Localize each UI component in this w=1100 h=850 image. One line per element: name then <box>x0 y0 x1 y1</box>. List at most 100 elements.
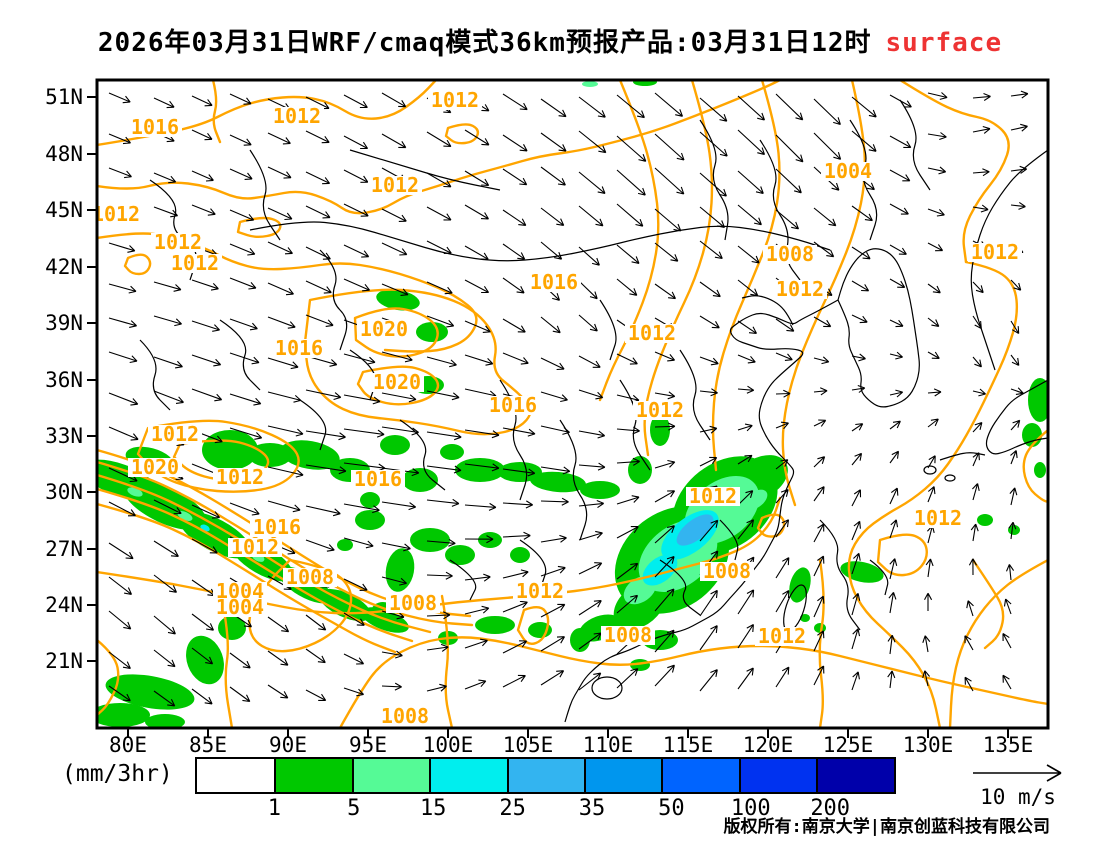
wind-arrow <box>578 462 606 471</box>
wind-arrow <box>305 280 332 294</box>
isobar-contour <box>818 558 825 728</box>
wind-arrow <box>191 354 222 367</box>
wind-arrow <box>654 391 676 400</box>
wind-arrow <box>108 392 139 406</box>
contour-label-bg <box>773 280 827 299</box>
wind-arrow <box>540 565 566 577</box>
contour-label-bg <box>378 707 432 726</box>
wind-arrow <box>889 319 904 328</box>
wind-arrow <box>813 665 825 686</box>
wind-arrow <box>889 558 898 580</box>
wind-arrow <box>502 500 533 509</box>
wind-arrow <box>153 690 176 707</box>
lat-tick-label: 24N <box>45 593 83 617</box>
lon-tick-label: 105E <box>503 733 554 755</box>
contour-label: 1016 <box>354 467 402 491</box>
contour-label: 1016 <box>489 393 537 417</box>
precip-patch <box>280 440 340 470</box>
wind-arrow <box>616 353 638 365</box>
wind-arrow <box>426 131 452 148</box>
wind-arrow <box>502 674 526 688</box>
contour-label-bg <box>755 627 809 646</box>
isobar-contour <box>440 594 454 728</box>
lon-tick-label: 115E <box>663 733 714 755</box>
wind-arrow <box>229 209 255 222</box>
wind-arrow <box>1005 564 1015 581</box>
page-title: 2026年03月31日WRF/cmaq模式36km预报产品:03月31日12时 s… <box>0 22 1100 59</box>
wind-arrow <box>108 351 138 364</box>
wind-arrow <box>578 389 604 400</box>
wind-arrow <box>970 523 979 542</box>
wind-arrow <box>191 279 219 291</box>
wind-arrow <box>229 393 262 406</box>
wind-arrow <box>616 135 647 162</box>
wind-arrow <box>191 170 214 182</box>
precip-patch <box>977 514 993 526</box>
wind-arrow <box>1002 674 1012 690</box>
isobar-contour <box>220 598 234 728</box>
precip-patch <box>475 616 515 634</box>
contour-label-bg <box>763 245 817 264</box>
isobar-contour <box>847 260 1019 728</box>
wind-arrow <box>108 542 134 560</box>
wind-arrow <box>502 468 536 477</box>
island-outline <box>944 474 956 482</box>
wind-arrow <box>502 352 529 365</box>
wind-arrow <box>699 456 718 467</box>
wind-arrow <box>191 388 223 402</box>
wind-arrow <box>699 425 718 434</box>
contour-label: 1012 <box>273 104 321 128</box>
wind-arrow <box>699 315 720 329</box>
wind-arrow <box>616 562 639 580</box>
lat-tick-label: 30N <box>45 480 83 504</box>
wind-arrow <box>153 499 182 515</box>
wind-arrow <box>191 504 221 519</box>
wind-arrow <box>305 205 331 219</box>
wind-arrow <box>191 647 214 665</box>
wind-arrow <box>699 519 719 542</box>
wind-arrow <box>426 643 449 652</box>
wind-arrow <box>927 455 936 469</box>
wind-arrow <box>578 314 598 332</box>
wind-arrow <box>502 318 526 333</box>
wind-arrow <box>737 454 753 465</box>
precip-patch <box>97 703 150 727</box>
wind-arrow <box>737 385 755 394</box>
precip-patch <box>800 614 810 622</box>
wind-arrow <box>851 280 870 292</box>
wind-arrow <box>616 203 644 227</box>
wind-arrow <box>540 425 570 435</box>
wind-arrow <box>737 423 753 432</box>
lon-tick-label: 125E <box>823 733 874 755</box>
wind-arrow <box>267 207 293 221</box>
coastline <box>837 248 920 408</box>
wind-arrow <box>616 594 639 614</box>
coastline <box>219 319 261 391</box>
wind-arrow <box>889 135 912 149</box>
map-interior: 1016 101210121012101210121012101610081004… <box>97 80 1048 728</box>
wind-arrow <box>968 558 977 576</box>
contour-label: 1008 <box>389 591 437 615</box>
wind-arrow <box>616 457 640 466</box>
title-main: 2026年03月31日WRF/cmaq模式36km预报产品:03月31日12时 <box>97 28 872 58</box>
wind-arrow <box>108 242 136 253</box>
wind-arrow <box>381 501 417 511</box>
precip-patch <box>385 548 415 592</box>
wind-arrow <box>851 130 877 152</box>
wind-arrow <box>464 170 490 187</box>
isobar-contour <box>898 80 1010 264</box>
wind-arrow <box>381 133 407 149</box>
contour-label-bg <box>148 425 202 444</box>
wind-arrow <box>927 388 942 397</box>
wind-arrow <box>305 246 331 260</box>
map-frame <box>95 78 1050 730</box>
wind-arrow <box>540 534 567 543</box>
wind-arrow <box>616 526 639 539</box>
wind-arrow <box>851 423 864 432</box>
wind-arrow <box>889 278 906 288</box>
contour-label: 1012 <box>636 398 684 422</box>
precip-patch <box>186 635 224 685</box>
wind-arrow <box>737 95 766 121</box>
contour-label-bg <box>213 468 267 487</box>
wind-scale-label: 10 m/s <box>980 785 1056 809</box>
